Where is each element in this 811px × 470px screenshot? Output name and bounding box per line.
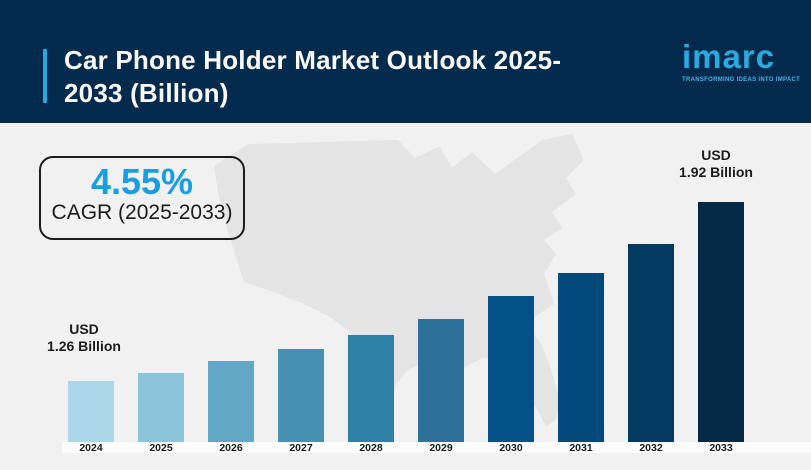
header: Car Phone Holder Market Outlook 2025-203… xyxy=(0,0,811,123)
bar-2024 xyxy=(68,381,114,442)
cagr-period-label: CAGR (2025-2033) xyxy=(51,201,233,224)
x-axis-label-2030: 2030 xyxy=(499,442,523,454)
x-axis-label-2025: 2025 xyxy=(149,442,173,454)
usa-map-silhouette xyxy=(214,134,584,426)
value-label-2024: USD 1.26 Billion xyxy=(14,321,154,355)
value-label-2033-amount: 1.92 Billion xyxy=(679,164,753,180)
cagr-value: 4.55% xyxy=(90,161,194,202)
bar-2033 xyxy=(698,202,744,442)
value-label-2024-currency: USD xyxy=(69,321,99,337)
value-label-2033-currency: USD xyxy=(701,147,731,163)
x-axis-label-2032: 2032 xyxy=(639,442,663,454)
page-title: Car Phone Holder Market Outlook 2025-203… xyxy=(64,45,562,108)
x-axis-label-2033: 2033 xyxy=(709,442,733,454)
title-accent-bar xyxy=(43,49,47,103)
bar-2030 xyxy=(488,296,534,442)
bar-2029 xyxy=(418,319,464,442)
bar-2028 xyxy=(348,335,394,442)
bar-2031 xyxy=(558,273,604,442)
bar-2027 xyxy=(278,349,324,442)
x-axis-label-2024: 2024 xyxy=(79,442,103,454)
imarc-logo-tagline: TRANSFORMING IDEAS INTO IMPACT xyxy=(682,77,801,83)
x-axis-label-2031: 2031 xyxy=(569,442,593,454)
imarc-logo: imarc TRANSFORMING IDEAS INTO IMPACT xyxy=(682,38,801,83)
value-label-2024-amount: 1.26 Billion xyxy=(47,338,121,354)
bar-2026 xyxy=(208,361,254,442)
bar-2032 xyxy=(628,244,674,442)
x-axis-band xyxy=(62,442,811,453)
bar-2025 xyxy=(138,373,184,442)
x-axis-label-2026: 2026 xyxy=(219,442,243,454)
cagr-callout-box: 4.55% CAGR (2025-2033) xyxy=(39,156,245,240)
x-axis-label-2027: 2027 xyxy=(289,442,313,454)
x-axis-label-2028: 2028 xyxy=(359,442,383,454)
value-label-2033: USD 1.92 Billion xyxy=(646,147,786,181)
imarc-logo-text: imarc xyxy=(682,38,776,75)
x-axis-label-2029: 2029 xyxy=(429,442,453,454)
